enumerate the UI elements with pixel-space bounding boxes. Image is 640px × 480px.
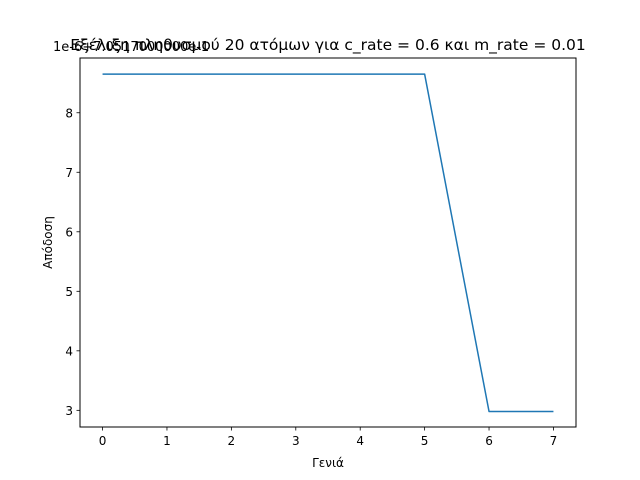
y-tick-label: 6: [65, 225, 73, 239]
x-tick-label: 4: [356, 434, 364, 448]
x-axis-label: Γενιά: [312, 456, 344, 470]
x-tick-label: 7: [550, 434, 558, 448]
y-axis-ticks: 3 4 5 6 7 8: [65, 106, 80, 418]
axes-frame: [79, 57, 577, 428]
x-tick-label: 6: [485, 434, 493, 448]
x-tick-label: 0: [99, 434, 107, 448]
x-tick-label: 1: [163, 434, 171, 448]
series-line-0: [102, 73, 554, 413]
x-axis-ticks: 0 1 2 3 4 5 6 7: [99, 427, 558, 448]
x-tick-label: 5: [421, 434, 429, 448]
y-tick-label: 8: [65, 106, 73, 120]
y-offset-label: 1e-6+7.0517000000e-1: [53, 40, 209, 55]
y-tick-label: 3: [65, 404, 73, 418]
y-tick-label: 4: [65, 344, 73, 358]
x-tick-label: 3: [292, 434, 300, 448]
chart-title: Εξέλιξη πληθυσμού 20 ατόμων για c_rate =…: [70, 36, 586, 55]
x-tick-label: 2: [228, 434, 236, 448]
plot-marks: [102, 73, 554, 413]
y-tick-label: 7: [65, 166, 73, 180]
y-axis-label: Απόδοση: [41, 216, 55, 269]
y-tick-label: 5: [65, 285, 73, 299]
